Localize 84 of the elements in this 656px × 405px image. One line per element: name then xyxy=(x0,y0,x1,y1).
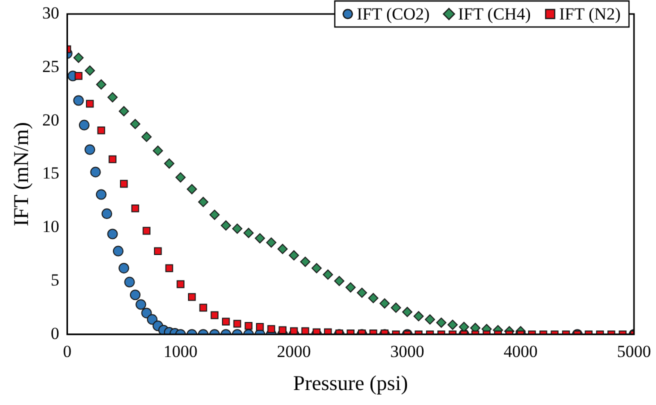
y-tick-label: 0 xyxy=(50,324,60,343)
point xyxy=(175,172,186,183)
point xyxy=(96,189,107,200)
point xyxy=(154,247,162,255)
point xyxy=(130,118,140,130)
point xyxy=(186,184,197,194)
y-tick-label: 25 xyxy=(42,56,60,76)
x-tick-label: 2000 xyxy=(276,342,311,362)
point xyxy=(209,210,220,220)
y-tick-label: 15 xyxy=(42,164,60,183)
point xyxy=(256,323,264,331)
point xyxy=(97,126,106,134)
point xyxy=(232,224,242,234)
point xyxy=(210,311,218,320)
x-tick-label: 0 xyxy=(62,342,72,362)
point xyxy=(136,299,146,310)
point xyxy=(188,293,196,301)
point xyxy=(130,290,141,300)
point xyxy=(244,322,252,330)
point xyxy=(118,106,129,116)
point xyxy=(141,132,152,142)
point xyxy=(199,304,208,312)
point xyxy=(152,146,163,156)
point xyxy=(424,314,436,325)
point xyxy=(277,244,288,254)
point xyxy=(414,311,424,322)
point xyxy=(142,226,150,235)
point xyxy=(220,220,232,231)
point xyxy=(176,280,184,288)
y-tick-label: 5 xyxy=(50,270,60,290)
y-tick-label: 10 xyxy=(42,217,60,236)
legend-label: IFT (CH4) xyxy=(458,4,531,24)
point xyxy=(73,95,84,106)
legend-label: IFT (CO2) xyxy=(356,4,430,24)
point xyxy=(118,262,130,274)
point xyxy=(402,306,412,318)
point xyxy=(266,237,276,248)
point xyxy=(107,92,118,102)
point xyxy=(222,318,230,326)
point xyxy=(86,100,94,108)
x-tick-label: 3000 xyxy=(390,342,424,362)
y-axis-title: IFT (mN/m) xyxy=(9,122,34,226)
x-tick-label: 4000 xyxy=(504,342,538,362)
point xyxy=(334,276,344,286)
y-tick-label: 30 xyxy=(42,3,60,22)
point xyxy=(243,228,254,238)
x-tick-label: 1000 xyxy=(164,342,198,362)
legend-label: IFT (N2) xyxy=(559,4,621,24)
point xyxy=(102,208,112,220)
y-tick-label: 20 xyxy=(42,110,60,130)
point xyxy=(288,250,300,260)
point xyxy=(322,269,334,280)
x-axis-title: Pressure (psi) xyxy=(293,370,408,395)
point xyxy=(131,204,140,212)
point xyxy=(108,155,116,164)
point xyxy=(96,79,106,90)
point xyxy=(84,66,95,76)
point xyxy=(278,326,286,334)
point xyxy=(448,320,458,330)
point xyxy=(267,325,276,333)
point xyxy=(254,233,266,244)
point xyxy=(300,256,310,267)
point xyxy=(74,72,82,80)
point xyxy=(73,52,84,63)
point xyxy=(198,196,208,208)
point xyxy=(146,314,158,325)
point xyxy=(233,320,242,328)
point xyxy=(390,302,402,313)
point xyxy=(380,298,390,309)
point xyxy=(78,120,90,130)
point xyxy=(107,228,118,240)
point xyxy=(436,318,446,328)
point xyxy=(84,144,96,155)
x-tick-label: 5000 xyxy=(617,342,651,362)
point xyxy=(165,264,174,272)
point xyxy=(112,246,124,256)
point xyxy=(90,166,101,178)
point xyxy=(164,158,174,169)
point xyxy=(368,292,378,304)
point xyxy=(346,282,356,293)
point xyxy=(356,288,368,298)
point xyxy=(124,276,135,288)
point xyxy=(120,180,128,188)
point xyxy=(311,263,322,274)
